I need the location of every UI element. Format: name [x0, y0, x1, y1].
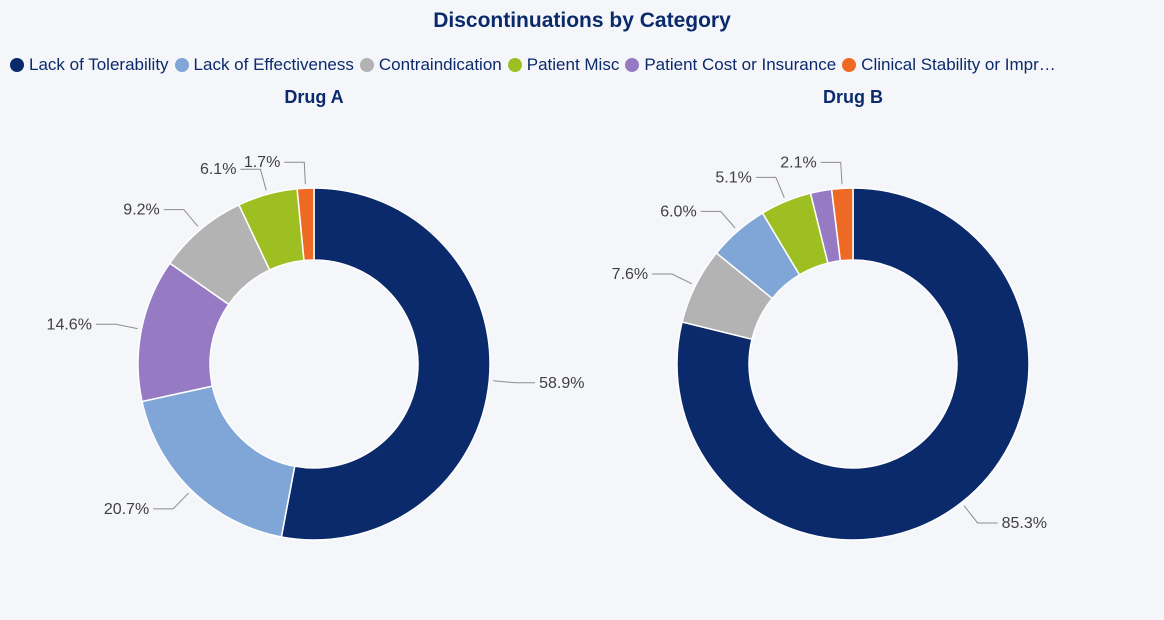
- slice-clinical-stability-or-impr[interactable]: [296, 187, 315, 262]
- slice-lack-of-tolerability[interactable]: [280, 187, 491, 541]
- leader-line: [153, 492, 189, 510]
- drug-a-title: Drug A: [284, 87, 344, 107]
- legend-swatch: [842, 58, 857, 72]
- legend-label: Lack of Tolerability: [29, 55, 169, 74]
- leader-line: [240, 168, 267, 191]
- legend-item-patient-cost[interactable]: Patient Cost or Insurance: [625, 55, 836, 75]
- leader-line: [652, 273, 693, 285]
- leader-line: [163, 209, 199, 227]
- data-label: 1.7%: [244, 154, 280, 171]
- leader-line: [700, 210, 736, 229]
- leader-line: [820, 161, 843, 185]
- data-label: 14.6%: [47, 316, 92, 333]
- legend-swatch: [10, 58, 24, 72]
- data-label: 7.6%: [612, 266, 648, 283]
- leader-line: [284, 161, 306, 185]
- legend-label: Clinical Stability or Impr…: [861, 55, 1056, 74]
- legend-item-lack-of-effectiveness[interactable]: Lack of Effectiveness: [174, 55, 354, 75]
- donut-drug-a: 58.9% 20.7% 14.6% 9.2% 6.1% 1.7%: [47, 154, 584, 541]
- drug-b-title: Drug B: [823, 87, 883, 107]
- legend-swatch: [625, 58, 640, 72]
- legend-label: Patient Cost or Insurance: [644, 55, 837, 74]
- legend-item-patient-misc[interactable]: Patient Misc: [507, 55, 620, 75]
- donut-drug-b: 85.3% 7.6% 6.0% 5.1% 2.1%: [612, 154, 1047, 541]
- chart-title: Discontinuations by Category: [433, 9, 731, 32]
- data-label: 20.7%: [104, 501, 149, 518]
- legend-item-lack-of-tolerability[interactable]: Lack of Tolerability: [10, 55, 169, 75]
- legend-swatch: [507, 58, 522, 72]
- slice-lack-of-tolerability[interactable]: [676, 187, 1030, 541]
- leader-line: [95, 323, 138, 330]
- legend: Lack of Tolerability Lack of Effectivene…: [10, 55, 1160, 75]
- data-label: 85.3%: [1002, 515, 1047, 532]
- data-label: 2.1%: [780, 154, 816, 171]
- legend-item-contraindication[interactable]: Contraindication: [359, 55, 502, 75]
- data-label: 58.9%: [539, 375, 584, 392]
- legend-label: Patient Misc: [526, 55, 620, 74]
- legend-swatch: [359, 58, 374, 72]
- legend-label: Lack of Effectiveness: [193, 55, 354, 74]
- data-label: 5.1%: [715, 169, 751, 186]
- data-label: 6.1%: [200, 161, 236, 178]
- slice-clinical-stability-or-impr[interactable]: [830, 187, 854, 262]
- data-label: 6.0%: [660, 203, 696, 220]
- legend-label: Contraindication: [378, 55, 502, 74]
- legend-swatch: [174, 58, 189, 72]
- leader-line: [963, 505, 998, 524]
- legend-item-clinical-stability[interactable]: Clinical Stability or Impr…: [842, 55, 1056, 75]
- data-label: 9.2%: [123, 202, 159, 219]
- leader-line: [755, 176, 785, 198]
- leader-line: [493, 380, 536, 384]
- slice-lack-of-effectiveness[interactable]: [141, 385, 296, 538]
